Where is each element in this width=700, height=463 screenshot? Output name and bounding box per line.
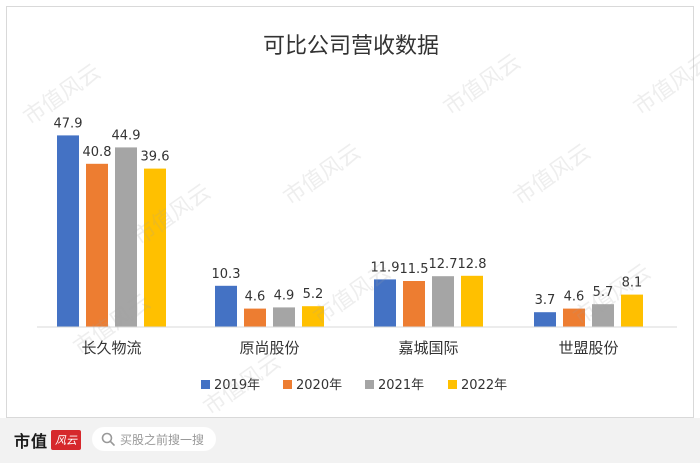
bar-3-1 [563,308,585,327]
bar-3-0 [534,312,556,327]
data-label-3-3: 8.1 [622,276,643,291]
bar-3-2 [592,304,614,327]
bar-2-0 [374,279,396,327]
footer-bar: 市值 风云 买股之前搜一搜 [0,418,700,463]
data-label-0-1: 40.8 [83,145,112,160]
data-label-2-1: 11.5 [400,262,429,277]
brand-text: 市值 [14,432,49,451]
bar-2-3 [461,275,483,327]
chart-card: 可比公司营收数据 47.9 40.8 44.9 39.6 10.3 4.6 4.9 5.2 11… [6,6,700,421]
data-label-1-3: 5.2 [303,287,324,302]
legend-label: 2021年 [378,378,424,393]
category-label: 嘉城国际 [398,339,458,357]
legend-label: 2022年 [461,378,507,393]
bar-1-0 [215,285,237,327]
legend-swatch [283,380,292,389]
bars-layer [57,135,643,327]
bar-2-1 [403,281,425,327]
brand-logo[interactable]: 市值 风云 [14,429,82,451]
category-labels: 长久物流 原尚股份 嘉城国际 世盟股份 [81,339,618,357]
chart: 可比公司营收数据 47.940.844.939.6 10.3 4.6 4.9 5.2 11… [37,34,677,393]
data-label-0-0: 47.9 [54,116,83,131]
legend-swatch [448,380,457,389]
legend-label: 2019年 [214,378,260,393]
bar-2-2 [432,276,454,327]
bar-0-0 [57,135,79,327]
bar-3-3 [621,294,643,327]
data-label-2-2: 12.7 [429,257,458,272]
category-label: 世盟股份 [558,339,618,357]
data-label-0-3: 39.6 [141,150,170,165]
category-label: 长久物流 [81,339,141,357]
data-label-3-2: 5.7 [593,285,614,300]
search-icon [101,432,115,446]
category-label: 原尚股份 [239,339,299,357]
legend-label: 2020年 [296,378,342,393]
bar-1-1 [244,308,266,327]
chart-title: 可比公司营收数据 [263,34,439,59]
search-placeholder: 买股之前搜一搜 [120,432,205,447]
data-label-3-0: 3.7 [535,293,556,308]
legend-swatch [365,380,374,389]
bar-1-2 [273,307,295,327]
bar-1-3 [302,306,324,327]
bar-0-2 [115,147,137,327]
brand-mark: 风云 [51,430,82,450]
data-label-1-1: 4.6 [245,290,266,305]
legend-swatch [201,380,210,389]
data-label-0-2: 44.9 [112,128,141,143]
legend: 2019年 2020年 2021年 2022年 [201,378,507,393]
data-label-3-1: 4.6 [564,290,585,305]
data-label-1-2: 4.9 [274,288,295,303]
bar-0-3 [144,168,166,327]
data-labels: 47.940.844.939.610.34.6 4.9 5.211.9 11.5 12.… [54,116,643,308]
data-label-2-3: 12.8 [458,257,487,272]
bar-0-1 [86,163,108,327]
data-label-1-0: 10.3 [212,267,241,282]
search-box[interactable]: 买股之前搜一搜 [92,427,216,451]
data-label-2-0: 11.9 [371,260,400,275]
